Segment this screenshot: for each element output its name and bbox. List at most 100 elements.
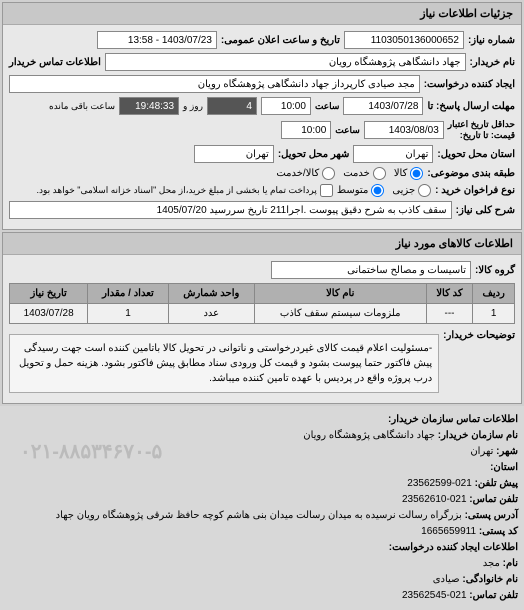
creator-phone: 23562545-021 [402, 588, 467, 604]
col-unit: واحد شمارش [168, 284, 254, 304]
checkbox-treasury[interactable]: پرداخت تمام یا بخشی از مبلغ خرید،از محل … [36, 184, 332, 197]
cell-row: 1 [473, 304, 515, 324]
contact-info-label: اطلاعات تماس خریدار [9, 57, 101, 68]
province-field: تهران [353, 145, 433, 163]
budget-radio-group: کالا خدمت کالا/خدمت [276, 167, 423, 180]
general-desc-field: سقف کاذب به شرح دقیق پیوست .اجرا211 تاری… [9, 201, 452, 219]
row-location: استان محل تحویل: تهران شهر محل تحویل: ته… [9, 145, 515, 163]
radio-medium-label: متوسط [337, 185, 368, 196]
requester-label: ایجاد کننده درخواست: [424, 79, 515, 90]
deadline-date-field: 1403/07/28 [343, 97, 423, 115]
announce-label: تاریخ و ساعت اعلان عمومی: [221, 35, 340, 46]
province-label: استان محل تحویل: [437, 149, 515, 160]
col-code: کد کالا [426, 284, 473, 304]
req-number-field: 1103050136000652 [344, 31, 464, 49]
cell-date: 1403/07/28 [10, 304, 88, 324]
countdown-day-label: روز و [183, 101, 203, 112]
contact-address-row: آدرس پستی: بزرگراه رسالت نرسیده به میدان… [6, 508, 518, 524]
city-field: تهران [194, 145, 274, 163]
radio-medium[interactable]: متوسط [337, 184, 384, 197]
purchase-type-label: نوع فراخوان خرید : [435, 185, 515, 196]
validity-date-field: 1403/08/03 [364, 121, 444, 139]
col-name: نام کالا [254, 284, 426, 304]
row-requester: ایجاد کننده درخواست: مجد صیادی کارپرداز … [9, 75, 515, 93]
contact-province-row: استان: [6, 460, 518, 476]
radio-goods-label: کالا [394, 168, 408, 179]
contact-address-label: آدرس پستی: [465, 510, 518, 521]
cell-qty: 1 [88, 304, 168, 324]
creator-phone-label: تلفن تماس: [469, 590, 518, 601]
radio-small-label: جزیی [392, 185, 415, 196]
creator-name: مجد [483, 556, 500, 572]
panel-body: شماره نیاز: 1103050136000652 تاریخ و ساع… [3, 25, 521, 229]
countdown-days: 4 [207, 97, 257, 115]
deadline-label: مهلت ارسال پاسخ: تا [427, 101, 515, 112]
radio-goods-service[interactable]: کالا/خدمت [276, 167, 335, 180]
creator-name-row: نام: مجد [6, 556, 518, 572]
checkbox-treasury-input[interactable] [320, 184, 333, 197]
creator-phone-row: تلفن تماس: 23562545-021 [6, 588, 518, 604]
col-qty: تعداد / مقدار [88, 284, 168, 304]
row-general-desc: شرح کلی نیاز: سقف کاذب به شرح دقیق پیوست… [9, 201, 515, 219]
radio-goods[interactable]: کالا [394, 167, 424, 180]
countdown-remain: ساعت باقی مانده [49, 101, 115, 112]
radio-goods-service-label: کالا/خدمت [276, 168, 319, 179]
req-number-label: شماره نیاز: [468, 35, 515, 46]
buyer-field: جهاد دانشگاهی پژوهشگاه رویان [105, 53, 466, 71]
radio-service[interactable]: خدمت [343, 167, 386, 180]
contact-org-label: نام سازمان خریدار: [438, 430, 518, 441]
creator-title: اطلاعات ایجاد کننده درخواست: [6, 540, 518, 556]
goods-panel: اطلاعات کالاهای مورد نیاز گروه کالا: تاس… [2, 232, 522, 404]
purchase-note: پرداخت تمام یا بخشی از مبلغ خرید،از محل … [36, 185, 316, 196]
creator-name-label: نام: [503, 558, 518, 569]
contact-org: جهاد دانشگاهی پژوهشگاه رویان [303, 428, 435, 444]
radio-goods-input[interactable] [410, 167, 423, 180]
row-budget: طبقه بندی موضوعی: کالا خدمت کالا/خدمت [9, 167, 515, 180]
row-validity: حداقل تاریخ اعتبار قیمت: تا تاریخ: 1403/… [9, 119, 515, 141]
row-buyer-notes: توضیحات خریدار: -مسئولیت اعلام قیمت کالا… [9, 330, 515, 393]
contact-postal-label: کد پستی: [479, 526, 518, 537]
table-header-row: ردیف کد کالا نام کالا واحد شمارش تعداد /… [10, 284, 515, 304]
time-label-1: ساعت [315, 101, 340, 112]
contact-city-label: شهر: [496, 446, 518, 457]
contact-title: اطلاعات تماس سازمان خریدار: [6, 412, 518, 428]
cell-code: --- [426, 304, 473, 324]
purchase-radio-group: جزیی متوسط [337, 184, 431, 197]
contact-postal: 1665659911 [421, 524, 476, 540]
contact-address: بزرگراه رسالت نرسیده به میدان رسالت میدا… [56, 508, 462, 524]
radio-small-input[interactable] [418, 184, 431, 197]
panel-header: جزئیات اطلاعات نیاز [3, 3, 521, 25]
cell-unit: عدد [168, 304, 254, 324]
announce-field: 1403/07/23 - 13:58 [97, 31, 217, 49]
validity-label: حداقل تاریخ اعتبار [448, 119, 515, 130]
cell-name: ملزومات سیستم سقف کاذب [254, 304, 426, 324]
requester-field: مجد صیادی کارپرداز جهاد دانشگاهی پژوهشگا… [9, 75, 420, 93]
contact-fax-label: تلفن تماس: [469, 494, 518, 505]
contact-fax: 23562610-021 [402, 492, 467, 508]
goods-panel-header: اطلاعات کالاهای مورد نیاز [3, 233, 521, 255]
goods-table: ردیف کد کالا نام کالا واحد شمارش تعداد /… [9, 283, 515, 324]
time-label-2: ساعت [335, 125, 360, 136]
col-date: تاریخ نیاز [10, 284, 88, 304]
row-group: گروه کالا: تاسیسات و مصالح ساختمانی [9, 261, 515, 279]
col-row: ردیف [473, 284, 515, 304]
radio-small[interactable]: جزیی [392, 184, 431, 197]
details-panel: جزئیات اطلاعات نیاز شماره نیاز: 11030501… [2, 2, 522, 230]
buyer-label: نام خریدار: [470, 57, 515, 68]
radio-medium-input[interactable] [371, 184, 384, 197]
buyer-notes-box: -مسئولیت اعلام قیمت کالای غیردرخواستی و … [9, 334, 439, 393]
table-row: 1 --- ملزومات سیستم سقف کاذب عدد 1 1403/… [10, 304, 515, 324]
general-desc-label: شرح کلی نیاز: [456, 205, 515, 216]
radio-goods-service-input[interactable] [322, 167, 335, 180]
creator-lastname: صیادی [433, 572, 460, 588]
contact-phone-label: پیش تلفن: [475, 478, 518, 489]
contact-phone-row: پیش تلفن: 23562599-021 [6, 476, 518, 492]
radio-service-label: خدمت [343, 168, 370, 179]
radio-service-input[interactable] [373, 167, 386, 180]
row-req-number: شماره نیاز: 1103050136000652 تاریخ و ساع… [9, 31, 515, 49]
group-field: تاسیسات و مصالح ساختمانی [271, 261, 471, 279]
goods-panel-body: گروه کالا: تاسیسات و مصالح ساختمانی ردیف… [3, 255, 521, 403]
contact-city-row: شهر: تهران [6, 444, 518, 460]
contact-org-row: نام سازمان خریدار: جهاد دانشگاهی پژوهشگا… [6, 428, 518, 444]
contact-province-label: استان: [490, 462, 518, 473]
